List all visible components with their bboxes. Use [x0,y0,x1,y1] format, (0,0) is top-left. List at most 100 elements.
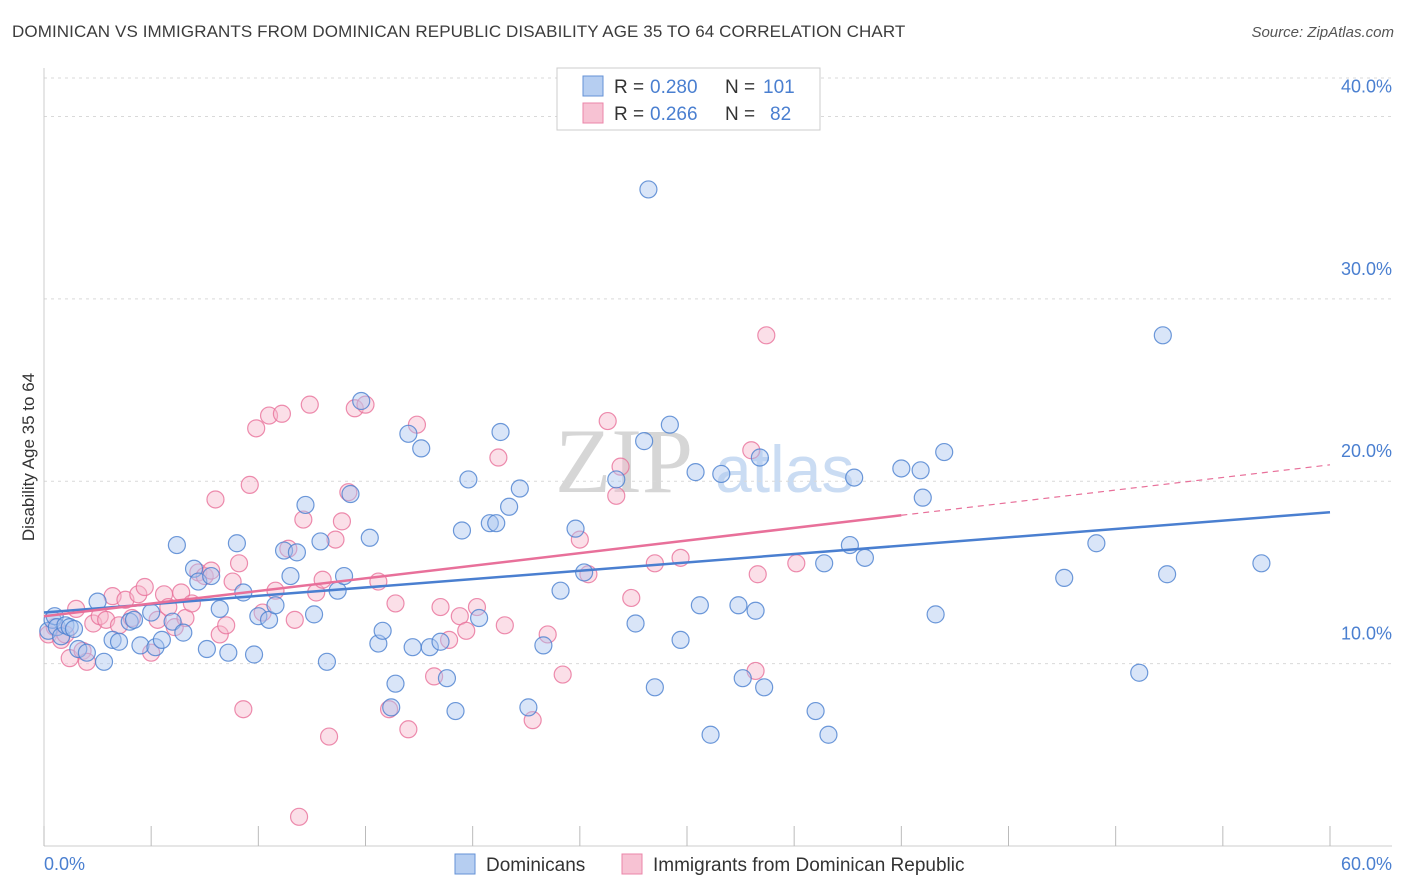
immigrants-point-41 [285,610,304,629]
immigrants-point-68 [553,665,572,684]
dominicans-point-13 [109,632,129,651]
immigrants-point-28 [206,490,225,509]
legend-swatch-dominicans [582,75,604,97]
dominicans-point-79 [690,596,709,615]
immigrants-point-43 [294,510,313,529]
x-ticks [43,826,1331,846]
immigrants-point-78 [748,565,767,584]
dominicans-point-52 [403,638,422,657]
immigrants-point-31 [223,572,242,591]
dominicans-point-9 [77,643,96,662]
dominicans-point-65 [510,479,529,498]
immigrants-point-46 [313,570,332,589]
dominicans-point-62 [487,514,506,533]
immigrants-point-74 [622,588,641,608]
dominicans-point-92 [855,548,874,567]
legend-r-value-1: 0.280 [650,77,698,98]
dominicans-point-44 [341,484,360,504]
bottom-legend-swatch-dominicans [454,853,476,875]
immigrants-point-48 [326,530,345,549]
immigrants-point-18 [148,610,167,629]
dominicans-point-61 [480,514,499,533]
dominicans-point-88 [815,554,834,573]
immigrants-point-80 [787,554,806,573]
y-tick-label-10: 10.0% [1341,624,1392,644]
immigrants-point-32 [229,554,249,573]
dominicans-point-46 [360,528,379,547]
dominicans-point-21 [167,535,186,555]
dominicans-point-18 [146,638,165,657]
immigrants-point-49 [332,512,352,531]
legend-n-value-1: 101 [763,77,795,98]
dominicans-point-85 [750,448,769,467]
dominicans-point-98 [1055,568,1074,588]
legend-r-label-1: R = [614,77,644,98]
dominicans-point-70 [575,563,594,582]
dominicans-point-72 [626,614,645,633]
dominicans-point-22 [174,623,193,642]
dominicans-point-55 [431,632,450,651]
immigrants-point-79 [757,326,776,345]
dominicans-point-49 [382,698,401,717]
immigrants-point-42 [289,807,309,826]
immigrants-trend-line [43,514,902,618]
legend-r-value-2: 0.266 [650,104,698,125]
watermark-zip: ZIP [555,410,693,512]
dominicans-point-17 [142,603,161,622]
dominicans-point-50 [386,674,405,693]
dominicans-point-100 [1130,663,1149,682]
dominicans-point-38 [296,495,315,515]
dominicans-point-87 [806,701,825,721]
dominicans-point-82 [729,596,748,615]
immigrants-point-67 [538,625,557,644]
dominicans-point-34 [266,596,285,615]
dominicans-point-40 [311,532,330,551]
legend-swatch-immigrants [582,102,604,124]
dominicans-point-12 [103,630,122,650]
bottom-legend-swatch-immigrants [621,853,643,875]
chart-title: DOMINICAN VS IMMIGRANTS FROM DOMINICAN R… [12,22,906,41]
dominicans-point-76 [660,415,679,434]
immigrants-point-39 [272,404,292,423]
dominicans-point-97 [935,442,954,462]
y-tick-label-30: 30.0% [1341,259,1392,279]
dominicans-point-45 [352,391,371,411]
series-immigrants-points [39,326,806,826]
immigrants-point-65 [495,616,514,635]
dominicans-point-53 [412,439,431,458]
dominicans-point-32 [249,607,268,626]
dominicans-point-11 [94,652,114,671]
dominicans-point-60 [469,608,489,628]
legend-n-label-1: N = [725,77,755,98]
dominicans-point-71 [607,470,626,489]
dominicans-point-80 [701,725,720,744]
stats-legend: R = 0.280 N = 101 R = 0.266 N = 82 [556,67,821,131]
dominicans-point-73 [635,432,654,451]
immigrants-point-35 [247,419,266,438]
series-legend: Dominicans Immigrants from Dominican Rep… [454,853,965,876]
dominicans-point-19 [152,630,171,650]
immigrants-point-59 [431,597,450,617]
y-tick-label-40: 40.0% [1341,76,1392,96]
dominicans-point-15 [124,610,144,629]
chart-source: Source: ZipAtlas.com [1251,24,1394,41]
dominicans-point-41 [317,652,337,671]
immigrants-point-62 [457,621,476,640]
dominicans-point-102 [1158,565,1177,584]
dominicans-point-37 [287,543,307,562]
dominicans-point-68 [551,581,570,600]
y-axis-label: Disability Age 35 to 64 [19,373,38,541]
dominicans-point-36 [281,566,300,586]
dominicans-point-51 [399,424,418,443]
dominicans-trend-line [43,510,1331,614]
immigrants-point-55 [386,594,405,613]
dominicans-point-64 [500,497,519,516]
immigrants-point-47 [319,727,339,746]
legend-n-label-2: N = [725,104,755,125]
legend-r-label-2: R = [614,104,644,125]
dominicans-point-56 [437,669,457,688]
gridlines [44,77,1392,665]
dominicans-point-93 [892,459,911,478]
dominicans-point-96 [926,605,945,624]
